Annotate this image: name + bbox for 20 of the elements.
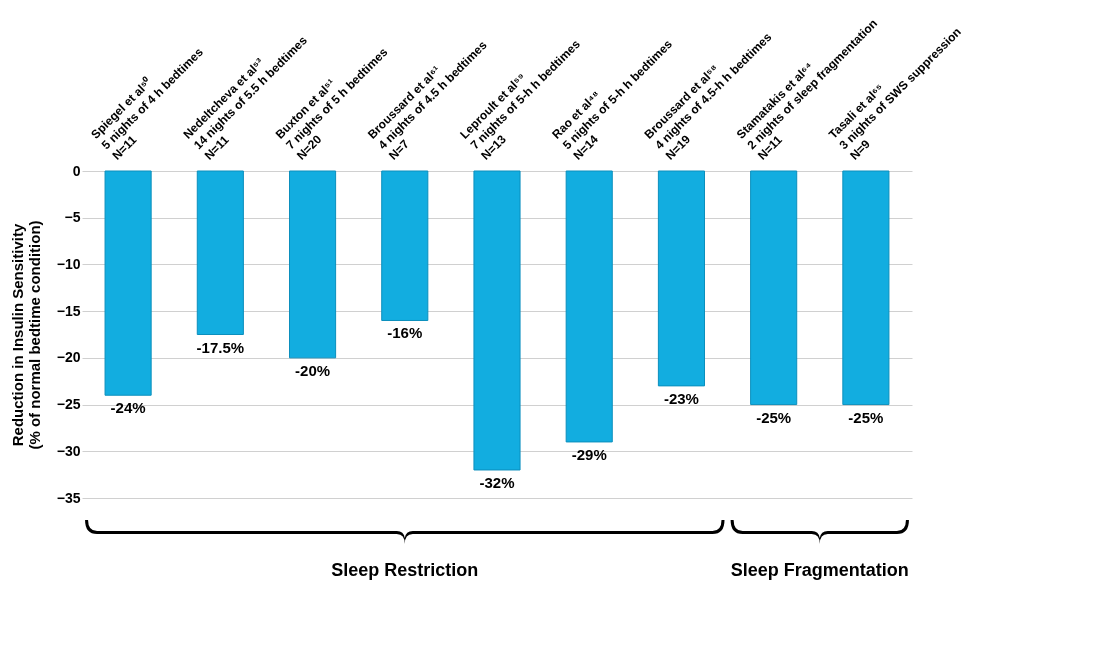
data-label: -25%	[848, 408, 884, 426]
y-tick-label: −35	[56, 489, 81, 506]
data-label: -32%	[479, 473, 515, 491]
y-tick-label: −25	[56, 396, 81, 413]
data-label: -25%	[756, 408, 792, 426]
data-label: -20%	[295, 361, 331, 379]
data-label: -17.5%	[196, 338, 245, 356]
text: Sleep Fragmentation	[730, 560, 909, 580]
y-tick-label: −20	[56, 349, 81, 366]
y-tick-label: −30	[56, 442, 81, 459]
y-tick-label: −15	[56, 302, 81, 319]
data-label: -29%	[571, 445, 607, 463]
y-tick-label: −10	[56, 255, 81, 272]
data-label: -23%	[663, 389, 699, 407]
text: Sleep Restriction	[331, 560, 479, 580]
y-axis-title: Reduction in Insulin Sensitivity (% of normal bedtime condition)	[8, 220, 43, 450]
y-tick-label: −5	[64, 209, 81, 226]
y-tick-label: 0	[72, 162, 81, 179]
data-label: -24%	[110, 399, 146, 417]
data-label: -16%	[387, 324, 423, 342]
